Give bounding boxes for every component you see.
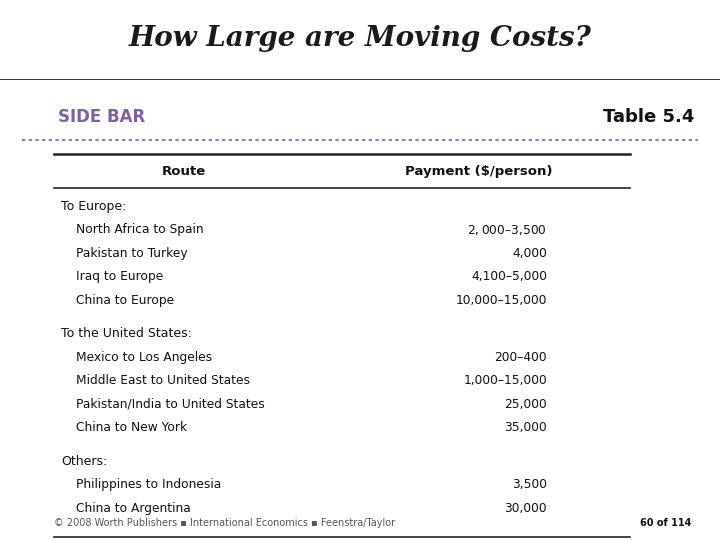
Text: 30,000: 30,000 bbox=[505, 502, 547, 515]
Text: 3,500: 3,500 bbox=[512, 478, 547, 491]
Text: To Europe:: To Europe: bbox=[61, 200, 127, 213]
Text: How Large are Moving Costs?: How Large are Moving Costs? bbox=[129, 25, 591, 52]
Text: 200–400: 200–400 bbox=[495, 351, 547, 364]
Text: © 2008 Worth Publishers ▪ International Economics ▪ Feenstra/Taylor: © 2008 Worth Publishers ▪ International … bbox=[54, 517, 395, 528]
Text: 25,000: 25,000 bbox=[505, 398, 547, 411]
Text: 60 of 114: 60 of 114 bbox=[640, 517, 691, 528]
Text: $2,000–$3,500: $2,000–$3,500 bbox=[467, 223, 547, 237]
Text: 10,000–15,000: 10,000–15,000 bbox=[456, 294, 547, 307]
Text: 1,000–15,000: 1,000–15,000 bbox=[464, 374, 547, 387]
Text: Philippines to Indonesia: Philippines to Indonesia bbox=[76, 478, 221, 491]
Text: Mexico to Los Angeles: Mexico to Los Angeles bbox=[76, 351, 212, 364]
Text: SIDE BAR: SIDE BAR bbox=[58, 108, 145, 126]
Text: Table 5.4: Table 5.4 bbox=[603, 108, 695, 126]
Text: Route: Route bbox=[161, 165, 206, 178]
Text: Payment ($/person): Payment ($/person) bbox=[405, 165, 552, 178]
Text: Middle East to United States: Middle East to United States bbox=[76, 374, 250, 387]
Text: North Africa to Spain: North Africa to Spain bbox=[76, 224, 203, 237]
Text: 4,100–5,000: 4,100–5,000 bbox=[471, 271, 547, 284]
Text: China to New York: China to New York bbox=[76, 421, 186, 434]
Text: China to Europe: China to Europe bbox=[76, 294, 174, 307]
Text: China to Argentina: China to Argentina bbox=[76, 502, 190, 515]
Text: Pakistan/India to United States: Pakistan/India to United States bbox=[76, 398, 264, 411]
Text: 35,000: 35,000 bbox=[505, 421, 547, 434]
Text: Pakistan to Turkey: Pakistan to Turkey bbox=[76, 247, 187, 260]
Text: Others:: Others: bbox=[61, 455, 107, 468]
Text: Iraq to Europe: Iraq to Europe bbox=[76, 271, 163, 284]
Text: 4,000: 4,000 bbox=[513, 247, 547, 260]
Text: To the United States:: To the United States: bbox=[61, 327, 192, 341]
